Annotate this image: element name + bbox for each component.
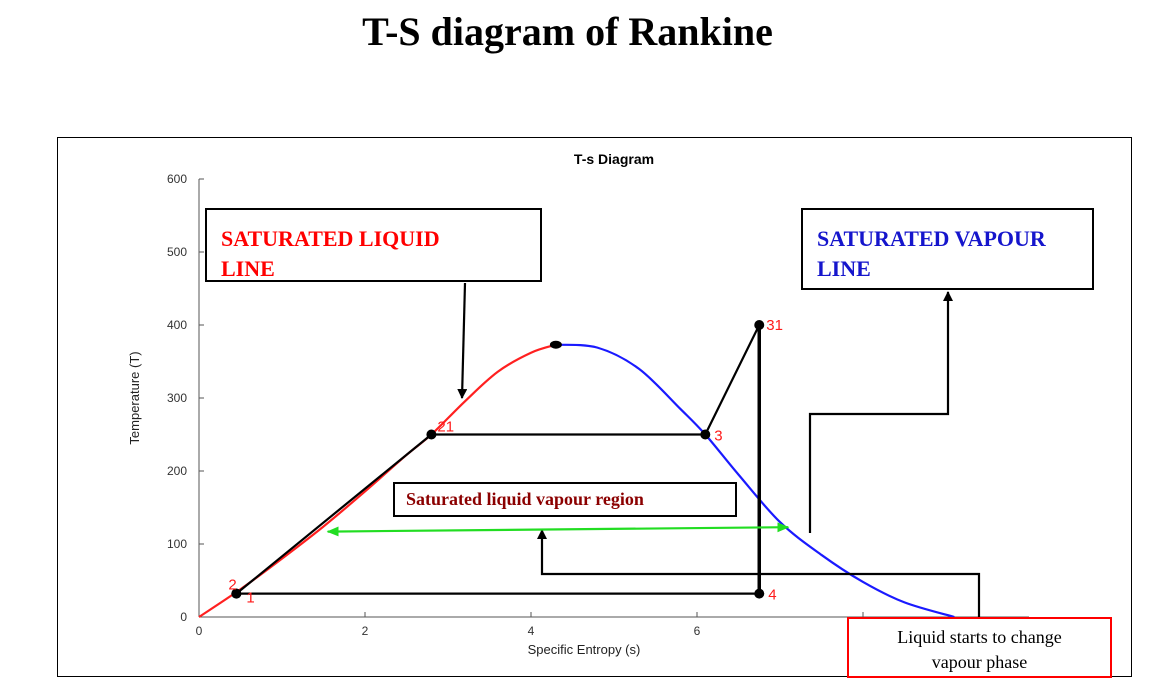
state-label-2: 2 [228, 577, 236, 594]
phase-change-callout: Liquid starts to change vapour phase [847, 617, 1112, 678]
state-label-4: 4 [768, 587, 776, 604]
rankine-cycle-line [235, 324, 761, 595]
state-point-3 [700, 429, 711, 440]
series-layer [198, 343, 955, 619]
phase-change-line-2: vapour phase [931, 652, 1028, 672]
saturated-liquid-line-1: SATURATED LIQUID [221, 226, 440, 251]
state-point-2 [231, 588, 242, 599]
y-tick-label: 200 [167, 464, 187, 478]
state-label-3: 3 [714, 428, 722, 445]
saturated-liquid-callout: SATURATED LIQUID LINE [205, 208, 542, 282]
x-tick-label: 6 [694, 624, 701, 638]
region-double-arrow [326, 522, 790, 537]
page-title: T-S diagram of Rankine [362, 9, 773, 54]
x-tick-label: 0 [196, 624, 203, 638]
state-label-21: 21 [437, 419, 454, 436]
liquid-callout-arrow [457, 282, 468, 399]
points-layer: 12 21 3 31 4 [228, 317, 783, 607]
saturated-liquid-line [198, 343, 557, 618]
y-tick-label: 100 [167, 537, 187, 551]
state-point-31 [754, 320, 765, 330]
saturated-vapour-line-2: LINE [817, 256, 871, 281]
vapour-callout-arrow [808, 291, 953, 533]
cycle-layer [235, 324, 761, 595]
x-axis-label: Specific Entropy (s) [528, 642, 641, 657]
region-callout-arrow [537, 529, 981, 619]
y-tick-label: 500 [167, 245, 187, 259]
y-tick-label: 400 [167, 318, 187, 332]
region-callout: Saturated liquid vapour region [393, 482, 737, 517]
saturated-vapour-line [555, 343, 955, 619]
phase-change-line-1: Liquid starts to change [897, 627, 1062, 647]
x-tick-label: 4 [528, 624, 535, 638]
saturated-vapour-callout: SATURATED VAPOUR LINE [801, 208, 1094, 290]
state-label-1: 1 [246, 590, 254, 607]
chart-title: T-s Diagram [574, 151, 654, 167]
state-point-21 [426, 429, 437, 440]
saturated-liquid-line-2: LINE [221, 256, 275, 281]
saturated-vapour-line-1: SATURATED VAPOUR [817, 226, 1046, 251]
x-tick-label: 2 [362, 624, 369, 638]
y-axis-label: Temperature (T) [127, 351, 142, 444]
state-point-4 [754, 588, 765, 599]
region-callout-text: Saturated liquid vapour region [406, 489, 644, 509]
y-tick-label: 600 [167, 172, 187, 186]
figure-frame [57, 137, 1132, 677]
y-tick-label: 300 [167, 391, 187, 405]
critical-point [549, 340, 562, 349]
annotation-layer [326, 282, 981, 619]
y-tick-label: 0 [180, 610, 187, 624]
state-label-31: 31 [766, 317, 783, 334]
